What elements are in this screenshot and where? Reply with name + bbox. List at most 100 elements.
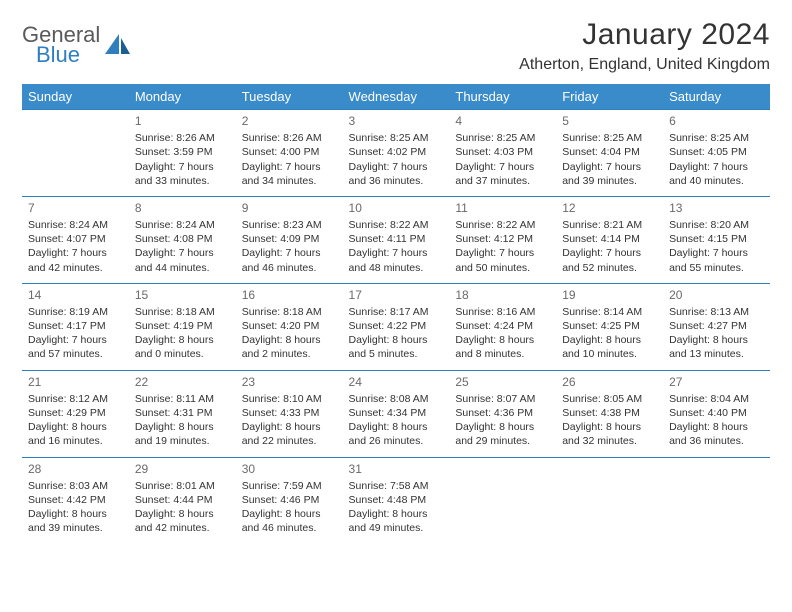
sunset-line: Sunset: 4:22 PM xyxy=(349,319,444,333)
sunrise-line: Sunrise: 8:25 AM xyxy=(669,131,764,145)
sunset-line: Sunset: 4:40 PM xyxy=(669,406,764,420)
calendar-cell xyxy=(663,457,770,543)
sunset-line: Sunset: 4:20 PM xyxy=(242,319,337,333)
weekday-header: Wednesday xyxy=(343,84,450,110)
weekday-header: Tuesday xyxy=(236,84,343,110)
daylight-line-1: Daylight: 7 hours xyxy=(455,160,550,174)
day-number: 14 xyxy=(28,287,123,303)
sunrise-line: Sunrise: 8:08 AM xyxy=(349,392,444,406)
sunset-line: Sunset: 4:42 PM xyxy=(28,493,123,507)
daylight-line-1: Daylight: 8 hours xyxy=(135,333,230,347)
weekday-header: Monday xyxy=(129,84,236,110)
sunset-line: Sunset: 4:17 PM xyxy=(28,319,123,333)
sunrise-line: Sunrise: 8:25 AM xyxy=(562,131,657,145)
daylight-line-2: and 13 minutes. xyxy=(669,347,764,361)
daylight-line-1: Daylight: 8 hours xyxy=(28,420,123,434)
sunset-line: Sunset: 3:59 PM xyxy=(135,145,230,159)
sunrise-line: Sunrise: 8:10 AM xyxy=(242,392,337,406)
day-number: 26 xyxy=(562,374,657,390)
sunrise-line: Sunrise: 8:26 AM xyxy=(242,131,337,145)
calendar-cell: 17Sunrise: 8:17 AMSunset: 4:22 PMDayligh… xyxy=(343,283,450,370)
daylight-line-2: and 46 minutes. xyxy=(242,521,337,535)
daylight-line-1: Daylight: 8 hours xyxy=(242,507,337,521)
sail-icon xyxy=(103,32,131,58)
sunset-line: Sunset: 4:48 PM xyxy=(349,493,444,507)
day-number: 20 xyxy=(669,287,764,303)
calendar-cell: 31Sunrise: 7:58 AMSunset: 4:48 PMDayligh… xyxy=(343,457,450,543)
calendar-cell: 18Sunrise: 8:16 AMSunset: 4:24 PMDayligh… xyxy=(449,283,556,370)
calendar-cell: 28Sunrise: 8:03 AMSunset: 4:42 PMDayligh… xyxy=(22,457,129,543)
day-number: 4 xyxy=(455,113,550,129)
daylight-line-1: Daylight: 8 hours xyxy=(455,420,550,434)
calendar-week: 21Sunrise: 8:12 AMSunset: 4:29 PMDayligh… xyxy=(22,370,770,457)
sunrise-line: Sunrise: 8:20 AM xyxy=(669,218,764,232)
calendar-week: 14Sunrise: 8:19 AMSunset: 4:17 PMDayligh… xyxy=(22,283,770,370)
brand-logo: General Blue xyxy=(22,18,131,66)
sunset-line: Sunset: 4:36 PM xyxy=(455,406,550,420)
sunset-line: Sunset: 4:38 PM xyxy=(562,406,657,420)
calendar-cell: 22Sunrise: 8:11 AMSunset: 4:31 PMDayligh… xyxy=(129,370,236,457)
daylight-line-2: and 36 minutes. xyxy=(349,174,444,188)
weekday-header: Sunday xyxy=(22,84,129,110)
sunset-line: Sunset: 4:24 PM xyxy=(455,319,550,333)
daylight-line-1: Daylight: 7 hours xyxy=(349,160,444,174)
sunrise-line: Sunrise: 8:21 AM xyxy=(562,218,657,232)
daylight-line-2: and 46 minutes. xyxy=(242,261,337,275)
daylight-line-1: Daylight: 7 hours xyxy=(28,333,123,347)
daylight-line-1: Daylight: 7 hours xyxy=(349,246,444,260)
calendar-cell: 16Sunrise: 8:18 AMSunset: 4:20 PMDayligh… xyxy=(236,283,343,370)
daylight-line-2: and 50 minutes. xyxy=(455,261,550,275)
location-subtitle: Atherton, England, United Kingdom xyxy=(519,56,770,74)
day-number: 1 xyxy=(135,113,230,129)
calendar-cell: 7Sunrise: 8:24 AMSunset: 4:07 PMDaylight… xyxy=(22,196,129,283)
daylight-line-1: Daylight: 8 hours xyxy=(28,507,123,521)
day-number: 6 xyxy=(669,113,764,129)
daylight-line-1: Daylight: 8 hours xyxy=(669,333,764,347)
daylight-line-1: Daylight: 8 hours xyxy=(562,420,657,434)
daylight-line-2: and 26 minutes. xyxy=(349,434,444,448)
sunrise-line: Sunrise: 8:18 AM xyxy=(135,305,230,319)
sunrise-line: Sunrise: 8:22 AM xyxy=(349,218,444,232)
month-title: January 2024 xyxy=(519,18,770,52)
daylight-line-2: and 2 minutes. xyxy=(242,347,337,361)
day-number: 24 xyxy=(349,374,444,390)
sunrise-line: Sunrise: 8:03 AM xyxy=(28,479,123,493)
daylight-line-1: Daylight: 8 hours xyxy=(562,333,657,347)
sunrise-line: Sunrise: 7:59 AM xyxy=(242,479,337,493)
brand-word-2: Blue xyxy=(36,44,100,66)
day-number: 29 xyxy=(135,461,230,477)
daylight-line-2: and 10 minutes. xyxy=(562,347,657,361)
day-number: 27 xyxy=(669,374,764,390)
sunrise-line: Sunrise: 8:25 AM xyxy=(455,131,550,145)
day-number: 31 xyxy=(349,461,444,477)
daylight-line-1: Daylight: 7 hours xyxy=(455,246,550,260)
day-number: 11 xyxy=(455,200,550,216)
calendar-cell: 15Sunrise: 8:18 AMSunset: 4:19 PMDayligh… xyxy=(129,283,236,370)
day-number: 17 xyxy=(349,287,444,303)
calendar-cell: 10Sunrise: 8:22 AMSunset: 4:11 PMDayligh… xyxy=(343,196,450,283)
day-number: 5 xyxy=(562,113,657,129)
day-number: 13 xyxy=(669,200,764,216)
day-number: 22 xyxy=(135,374,230,390)
day-number: 23 xyxy=(242,374,337,390)
daylight-line-1: Daylight: 7 hours xyxy=(562,246,657,260)
daylight-line-2: and 52 minutes. xyxy=(562,261,657,275)
daylight-line-2: and 40 minutes. xyxy=(669,174,764,188)
title-block: January 2024 Atherton, England, United K… xyxy=(519,18,770,74)
day-number: 21 xyxy=(28,374,123,390)
daylight-line-2: and 29 minutes. xyxy=(455,434,550,448)
calendar-cell: 3Sunrise: 8:25 AMSunset: 4:02 PMDaylight… xyxy=(343,110,450,197)
calendar-header-row: SundayMondayTuesdayWednesdayThursdayFrid… xyxy=(22,84,770,110)
header: General Blue January 2024 Atherton, Engl… xyxy=(22,18,770,74)
daylight-line-2: and 39 minutes. xyxy=(28,521,123,535)
sunrise-line: Sunrise: 8:18 AM xyxy=(242,305,337,319)
daylight-line-2: and 22 minutes. xyxy=(242,434,337,448)
daylight-line-1: Daylight: 8 hours xyxy=(349,420,444,434)
sunrise-line: Sunrise: 8:13 AM xyxy=(669,305,764,319)
daylight-line-2: and 19 minutes. xyxy=(135,434,230,448)
daylight-line-2: and 5 minutes. xyxy=(349,347,444,361)
daylight-line-1: Daylight: 7 hours xyxy=(669,246,764,260)
sunset-line: Sunset: 4:08 PM xyxy=(135,232,230,246)
calendar-cell: 20Sunrise: 8:13 AMSunset: 4:27 PMDayligh… xyxy=(663,283,770,370)
sunset-line: Sunset: 4:12 PM xyxy=(455,232,550,246)
